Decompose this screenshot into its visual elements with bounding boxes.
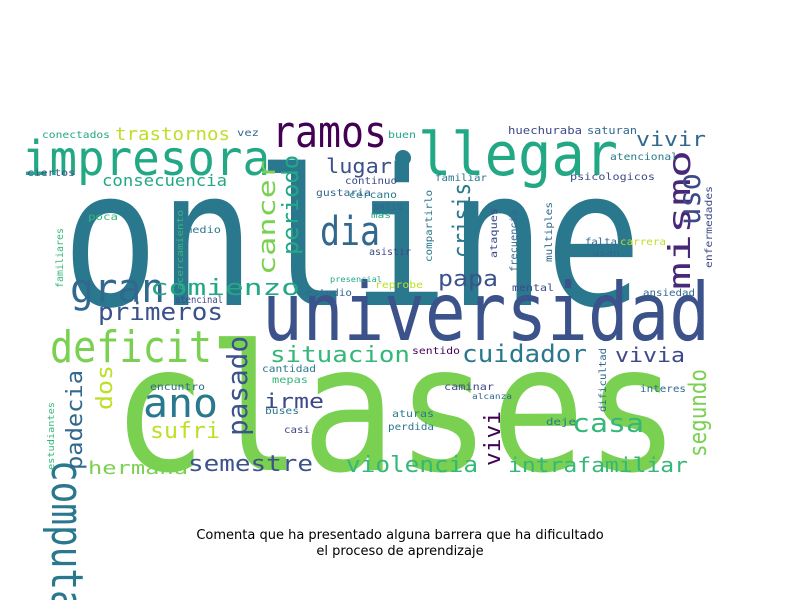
word-papa: papa (438, 267, 498, 292)
word-alcanza: alcanza (472, 392, 512, 401)
word-cancer: cancer (253, 160, 281, 275)
word-familiares: familiares (55, 228, 66, 288)
word-vivia: vivia (615, 343, 685, 367)
word-perdida: perdida (388, 422, 434, 433)
word-deje: deje (546, 417, 576, 428)
word-ramos: ramos (272, 107, 387, 158)
word-universidad: universidad (262, 266, 710, 359)
word-consecuencia: consecuencia (102, 171, 227, 190)
word-llegar: llegar (418, 120, 618, 190)
word-medio: medio (185, 225, 221, 236)
word-falta: falta (585, 237, 617, 248)
word-continuo: continuo (345, 176, 397, 187)
word-periodo: periodo (279, 155, 304, 255)
word-ciertos: ciertos (27, 168, 75, 179)
word-cuidador: cuidador (462, 340, 587, 368)
word-dificultad: dificultad (598, 348, 609, 412)
word-casa: casa (572, 409, 644, 439)
word-vivi: vivi (481, 411, 506, 466)
word-pasado: pasado (221, 336, 254, 436)
word-mismo: mismo (663, 150, 698, 290)
word-multiples: multiples (544, 202, 555, 262)
caption-line-2: el proceso de aprendizaje (316, 544, 484, 559)
word-acercamiento: acercamiento (176, 210, 186, 290)
word-irme: irme (264, 389, 324, 413)
word-gustaria: gustaria (316, 188, 371, 199)
word-saturan: saturan (587, 124, 637, 137)
word-hermana: hermana (88, 458, 188, 479)
word-huechuraba: huechuraba (508, 124, 582, 137)
word-caminar: caminar (444, 382, 494, 393)
word-uso: uso (673, 173, 708, 225)
word-conectados: conectados (42, 130, 110, 141)
word-familiar: familiar (435, 173, 487, 184)
word-online: online (62, 129, 642, 350)
word-ansiedad: ansiedad (643, 288, 695, 299)
word-violencia: violencia (346, 453, 478, 478)
word-ataques: ataques (489, 208, 500, 258)
word-deficit: deficit (50, 322, 212, 373)
word-vivir: vivir (636, 127, 706, 151)
caption-line-1: Comenta que ha presentado alguna barrera… (196, 528, 604, 543)
decorative-dot (395, 150, 411, 166)
word-interes: interes (640, 384, 686, 395)
word-casi: casi (284, 425, 310, 436)
word-cercano: cercano (349, 190, 397, 201)
word-impresora: impresora (22, 131, 270, 187)
word-gran: gran (70, 266, 165, 312)
word-usan: usan (592, 248, 620, 259)
word-buses: buses (265, 406, 299, 417)
word-estudio: estudio (306, 288, 352, 299)
word-semestre: semestre (188, 452, 313, 477)
word-intrafamiliar: intrafamiliar (508, 453, 688, 477)
word-dos: dos (93, 365, 118, 410)
word-presencial: presencial (330, 275, 382, 284)
word-estudiantes: estudiantes (47, 402, 57, 470)
word-mas: mas (371, 211, 391, 221)
word-encuntro: encuntro (150, 382, 205, 393)
word-frecuencia: frecuencia (509, 210, 520, 272)
word-asistir: asistir (369, 247, 411, 258)
word-primeros: primeros (98, 298, 223, 326)
word-mental: mental (512, 283, 554, 294)
word-mepas: mepas (272, 375, 308, 386)
word-dia: dia (320, 209, 380, 255)
word-cantidad: cantidad (262, 364, 316, 375)
word-ano: ano (143, 381, 218, 427)
word-enfermedades: enfermedades (704, 186, 715, 268)
word-carrera: carrera (620, 237, 666, 248)
word-poca: poca (88, 212, 118, 223)
word-lugar: lugar (326, 154, 392, 178)
word-padecia: padecia (63, 370, 88, 470)
word-buen: buen (388, 130, 416, 141)
word-aturas: aturas (392, 409, 434, 420)
word-comienzo: comienzo (150, 276, 300, 301)
word-situacion: situacion (270, 343, 410, 368)
word-crisis: crisis (448, 183, 476, 258)
chart-caption: Comenta que ha presentado alguna barrera… (100, 528, 700, 560)
word-psicologicos: psicologicos (570, 172, 655, 183)
word-atencional: atencional (610, 152, 678, 163)
word-computadores: computadores (41, 460, 92, 600)
word-salid: salid (373, 202, 403, 213)
word-sufri: sufri (150, 419, 220, 444)
word-sentido: sentido (412, 346, 460, 357)
word-compartirlo: compartirlo (424, 190, 435, 262)
word-atencinal: atencinal (175, 295, 223, 306)
word-vez: vez (237, 128, 259, 139)
word-trastornos: trastornos (115, 124, 230, 145)
word-reprobe: reprobe (375, 280, 423, 291)
word-segundo: segundo (684, 369, 712, 457)
word-clases: clases (112, 309, 680, 512)
